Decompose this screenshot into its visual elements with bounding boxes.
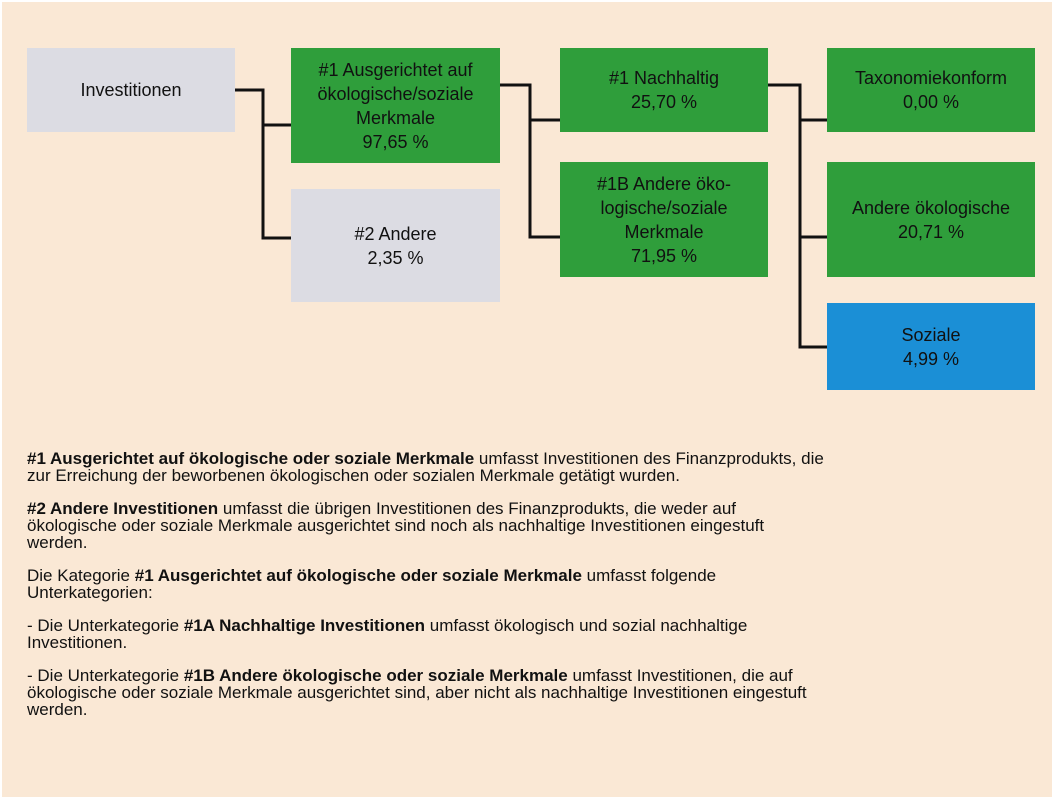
node-label: #1 Ausgerichtet auf	[318, 59, 473, 80]
bold-text: #1 Ausgerichtet auf ökologische oder soz…	[27, 449, 475, 468]
paragraph: #1 Ausgerichtet auf ökologische oder soz…	[27, 450, 827, 484]
node-label: Soziale	[901, 324, 961, 345]
bold-text: #1A Nachhaltige Investitionen	[183, 616, 426, 635]
node-label: 2,35 %	[367, 247, 424, 268]
node-box: #2 Andere 2,35 %	[291, 189, 500, 302]
node-label: Merkmale	[624, 221, 704, 242]
paragraph: #2 Andere Investitionen umfasst die übri…	[27, 500, 827, 551]
node-box: #1 Nachhaltig 25,70 %	[560, 48, 768, 132]
bold-text: #1B Andere ökologische oder soziale Merk…	[183, 666, 568, 685]
text: - Die Unterkategorie	[27, 616, 184, 635]
text: umfasst folgende Unterkategorien:	[27, 566, 717, 602]
node-label: #1 Nachhaltig	[608, 68, 720, 88]
connectors	[235, 83, 827, 349]
node-label: 20,71 %	[897, 221, 965, 242]
node-label: Taxonomiekonform	[854, 68, 1008, 88]
node-label: 71,95 %	[630, 245, 698, 266]
node-label: 4,99 %	[902, 348, 960, 369]
text: Die Kategorie	[27, 566, 135, 585]
node-label: 25,70 %	[630, 92, 698, 112]
bold-text: #2 Andere Investitionen	[27, 499, 219, 518]
node-box: Andere ökologische 20,71 %	[827, 162, 1035, 277]
node-label: #2 Andere	[354, 223, 437, 244]
notes: #1 Ausgerichtet auf ökologische oder soz…	[27, 450, 827, 734]
node-label: logische/soziale	[600, 197, 728, 218]
paragraph: Die Kategorie #1 Ausgerichtet auf ökolog…	[27, 567, 827, 601]
node-label: Andere ökologische	[851, 197, 1011, 218]
connector	[235, 88, 291, 240]
paragraph: - Die Unterkategorie #1B Andere ökologis…	[27, 667, 827, 718]
node-box: #1B Andere öko-logische/soziale Merkmale 7…	[560, 162, 768, 277]
text: umfasst Investitionen, die auf ökologisc…	[27, 666, 807, 719]
node-label: Merkmale	[355, 107, 435, 128]
text: umfasst ökologisch und sozial nachhaltig…	[27, 616, 748, 652]
connector	[768, 83, 827, 349]
text: umfasst Investitionen des Finanzprodukts…	[27, 449, 824, 485]
node-box: Taxonomiekonform 0,00 %	[827, 48, 1035, 132]
bold-text: #1 Ausgerichtet auf ökologische oder soz…	[134, 566, 582, 585]
node-label: Investitionen	[80, 80, 182, 100]
node-box: Soziale 4,99 %	[827, 303, 1035, 390]
node-label: #1B Andere öko-	[596, 173, 732, 194]
paragraph: - Die Unterkategorie #1A Nachhaltige Inv…	[27, 617, 827, 651]
node-label: 97,65 %	[362, 131, 429, 152]
node-label: 0,00 %	[902, 92, 960, 112]
connector-lines	[235, 83, 827, 349]
connector	[500, 83, 560, 239]
text: - Die Unterkategorie	[27, 666, 184, 685]
node-box: #1 Ausgerichtet auf ökologische/soziale Me…	[291, 48, 500, 163]
node-box: Investitionen	[27, 48, 235, 132]
node-label: ökologische/soziale	[317, 83, 474, 104]
text: umfasst die übrigen Investitionen des Fi…	[27, 499, 765, 552]
